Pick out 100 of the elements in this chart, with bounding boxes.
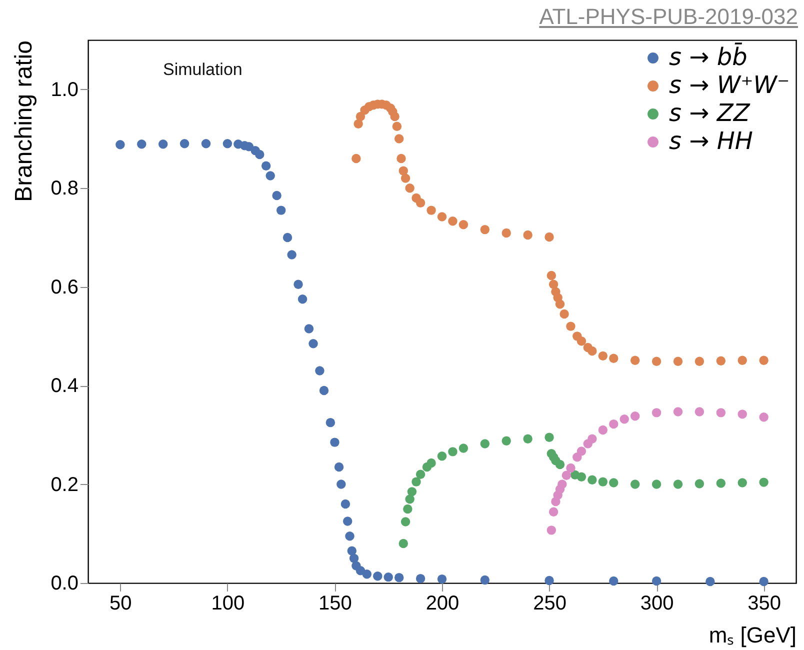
point	[400, 174, 410, 183]
point	[566, 463, 576, 473]
point	[716, 408, 726, 418]
point	[652, 480, 662, 489]
point	[588, 475, 597, 484]
point	[673, 407, 683, 416]
point	[480, 575, 490, 585]
point	[266, 171, 275, 180]
point	[349, 554, 359, 563]
legend-label: s → bb̄	[669, 42, 748, 71]
legend-label: s → W⁺W⁻	[669, 71, 790, 99]
point	[630, 412, 640, 421]
y-tick-label: 0.2	[50, 474, 78, 496]
point	[609, 576, 618, 586]
y-tick-label: 0.8	[50, 178, 78, 200]
point	[588, 346, 597, 356]
point	[576, 446, 586, 456]
point	[716, 478, 726, 488]
point	[405, 183, 414, 193]
point	[340, 499, 350, 509]
point	[222, 139, 232, 148]
x-tick-label: 200	[426, 592, 460, 614]
point	[315, 366, 324, 376]
point	[598, 425, 608, 435]
point	[673, 356, 683, 366]
point	[347, 546, 356, 556]
point	[694, 356, 704, 366]
point	[558, 480, 567, 489]
point	[294, 280, 303, 289]
point	[566, 322, 576, 331]
point	[673, 480, 683, 489]
annotation: Simulation	[163, 60, 242, 80]
point	[458, 444, 468, 453]
x-tick-label: 300	[640, 592, 674, 614]
x-tick-label: 350	[748, 592, 782, 614]
point	[738, 356, 747, 365]
point	[400, 517, 410, 526]
point	[416, 198, 426, 208]
y-tick-label: 0.0	[50, 572, 78, 594]
point	[598, 351, 608, 361]
legend-label: s → HH	[669, 127, 753, 155]
point	[416, 470, 426, 479]
point	[652, 576, 662, 586]
point	[458, 220, 468, 230]
point	[609, 419, 618, 429]
point	[694, 407, 704, 416]
point	[405, 494, 414, 504]
point	[394, 134, 404, 144]
point	[158, 140, 168, 149]
point	[319, 386, 329, 396]
point	[255, 150, 264, 160]
point	[392, 122, 402, 131]
point	[576, 336, 586, 346]
point	[548, 507, 558, 517]
point	[548, 280, 558, 289]
point	[394, 572, 404, 582]
point	[738, 410, 747, 419]
point	[426, 458, 436, 468]
y-tick-label: 1.0	[50, 78, 78, 101]
point	[652, 408, 662, 418]
x-tick-label: 150	[318, 592, 352, 614]
point	[398, 538, 408, 548]
x-tick-label: 100	[211, 592, 245, 614]
point	[276, 206, 286, 215]
point	[398, 166, 408, 176]
point	[345, 532, 354, 541]
point	[716, 356, 726, 366]
point	[630, 356, 640, 365]
point	[544, 432, 554, 442]
point	[201, 139, 211, 148]
point	[298, 294, 308, 304]
point	[362, 570, 372, 579]
point	[334, 462, 344, 472]
y-axis-title: Branching ratio	[10, 40, 38, 202]
point	[555, 460, 565, 470]
point	[272, 190, 282, 200]
text: ATL-PHYS-PUB-2019-032	[539, 4, 798, 30]
point	[502, 228, 511, 238]
point	[336, 480, 346, 489]
point	[544, 576, 554, 586]
point	[407, 487, 417, 496]
point	[759, 412, 768, 422]
point	[308, 338, 318, 348]
point	[396, 154, 406, 164]
point	[544, 232, 554, 242]
point	[304, 324, 314, 334]
point	[759, 576, 768, 586]
point	[652, 356, 662, 366]
point	[555, 299, 565, 309]
point	[384, 572, 393, 582]
point	[759, 478, 768, 487]
point	[352, 154, 361, 164]
point	[588, 434, 597, 444]
x-tick-label: 250	[533, 592, 566, 614]
point	[630, 480, 640, 489]
x-tick-label: 50	[110, 592, 132, 614]
point	[576, 472, 586, 482]
point	[609, 354, 618, 363]
point	[326, 418, 336, 428]
point	[330, 438, 340, 447]
